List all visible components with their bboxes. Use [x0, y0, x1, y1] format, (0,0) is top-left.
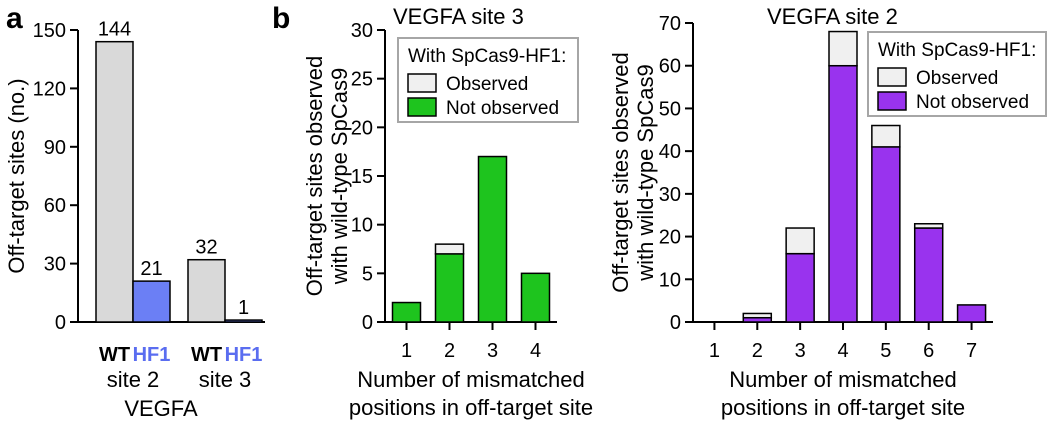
bar-observed-2 — [434, 243, 465, 255]
bar-observed-2 — [742, 312, 773, 319]
legend-item: Not observed — [446, 98, 559, 119]
panel-label-b: b — [272, 2, 290, 35]
bar-not-observed-5 — [871, 146, 901, 323]
y-tick-label: 0 — [362, 312, 373, 334]
y-tick-label: 15 — [351, 166, 373, 188]
bar-not-observed-2 — [434, 253, 465, 323]
y-tick-label: 25 — [351, 69, 373, 91]
chart-title: VEGFA site 2 — [767, 4, 898, 29]
data-label: 32 — [195, 237, 217, 259]
y-tick-label: 70 — [659, 13, 681, 35]
x-axis-label-line: positions in off-target site — [721, 395, 965, 420]
bar-observed-5 — [871, 124, 901, 148]
panel-label-a: a — [6, 2, 23, 35]
bar-site-3-hf1 — [224, 319, 263, 323]
legend-swatch-not-observed — [877, 91, 907, 111]
x-axis-label-line: Number of mismatched — [357, 367, 584, 392]
bar-not-observed-4 — [520, 272, 551, 323]
bar-not-observed-6 — [913, 227, 944, 323]
y-axis-label-line: Off-target sites observed — [608, 52, 633, 293]
legend-item: Observed — [916, 68, 998, 89]
x-axis-label-line: positions in off-target site — [349, 395, 593, 420]
x-bar-label: WT — [191, 344, 222, 366]
y-tick-label: 10 — [659, 269, 681, 291]
x-bar-label: HF1 — [225, 344, 263, 366]
bar-not-observed-7 — [956, 304, 987, 323]
legend-title: With SpCas9-HF1: — [408, 46, 566, 67]
data-label: 1 — [238, 297, 249, 319]
bar-not-observed-4 — [828, 64, 858, 323]
bar-not-observed-1 — [391, 301, 422, 323]
y-tick-label: 40 — [659, 141, 681, 163]
bar-site-3-wt — [187, 258, 226, 323]
y-tick-label: 10 — [351, 215, 373, 237]
data-label: 21 — [140, 258, 162, 280]
y-axis-label: Off-target sites (no.) — [4, 78, 29, 273]
x-group-label: site 2 — [107, 367, 160, 392]
x-axis-label: VEGFA — [124, 396, 198, 421]
bar-observed-3 — [785, 227, 815, 255]
x-tick-label: 7 — [966, 340, 977, 362]
y-tick-label: 0 — [55, 312, 66, 334]
legend-item: Observed — [446, 74, 528, 95]
bar-observed-4 — [828, 30, 858, 67]
y-tick-label: 20 — [659, 227, 681, 249]
y-tick-label: 120 — [33, 78, 66, 100]
y-tick-label: 90 — [44, 137, 66, 159]
x-tick-label: 4 — [837, 340, 848, 362]
y-axis-label-line: Off-target sites observed — [302, 56, 327, 297]
y-tick-label: 0 — [670, 312, 681, 334]
y-axis-label-line: with wild-type SpCas9 — [633, 64, 658, 281]
x-tick-label: 3 — [795, 340, 806, 362]
x-tick-label: 3 — [487, 340, 498, 362]
bar-observed-6 — [913, 223, 944, 229]
bar-not-observed-3 — [477, 155, 508, 323]
y-tick-label: 30 — [659, 184, 681, 206]
chart-panel-a: 0 30 60 90 120 150 Off-target sites (no.) 144 WT… — [4, 19, 265, 421]
y-tick-label: 60 — [659, 56, 681, 78]
bar-site-2-wt — [95, 40, 134, 323]
bar-not-observed-3 — [785, 252, 815, 323]
x-tick-label: 1 — [709, 340, 720, 362]
y-tick-label: 60 — [44, 195, 66, 217]
y-tick-label: 20 — [351, 117, 373, 139]
chart-vegfa-site2: 0 10 20 30 40 50 60 70 Off-target sites observed… — [608, 4, 1047, 420]
y-tick-label: 30 — [44, 254, 66, 276]
x-group-label: site 3 — [199, 367, 252, 392]
legend-swatch-not-observed — [407, 97, 437, 117]
x-axis-label-line: Number of mismatched — [729, 367, 956, 392]
y-tick-label: 50 — [659, 98, 681, 120]
x-tick-label: 2 — [444, 340, 455, 362]
legend-swatch-observed — [877, 67, 907, 87]
data-label: 144 — [98, 19, 131, 41]
x-tick-label: 4 — [530, 340, 541, 362]
bar-site-2-hf1 — [132, 280, 171, 323]
chart-vegfa-site3: 0 5 10 15 20 25 30 Off-target sites observed wit… — [302, 4, 593, 420]
y-tick-label: 30 — [351, 20, 373, 42]
chart-title: VEGFA site 3 — [393, 4, 524, 29]
y-tick-label: 150 — [33, 20, 66, 42]
x-tick-label: 2 — [752, 340, 763, 362]
x-tick-label: 1 — [401, 340, 412, 362]
x-tick-label: 6 — [923, 340, 934, 362]
x-bar-label: HF1 — [133, 344, 171, 366]
legend-swatch-observed — [407, 73, 437, 93]
x-tick-label: 5 — [880, 340, 891, 362]
legend-item: Not observed — [916, 92, 1029, 113]
legend-title: With SpCas9-HF1: — [878, 40, 1036, 61]
y-axis-label-line: with wild-type SpCas9 — [327, 68, 352, 285]
x-bar-label: WT — [99, 344, 130, 366]
y-tick-label: 5 — [362, 263, 373, 285]
